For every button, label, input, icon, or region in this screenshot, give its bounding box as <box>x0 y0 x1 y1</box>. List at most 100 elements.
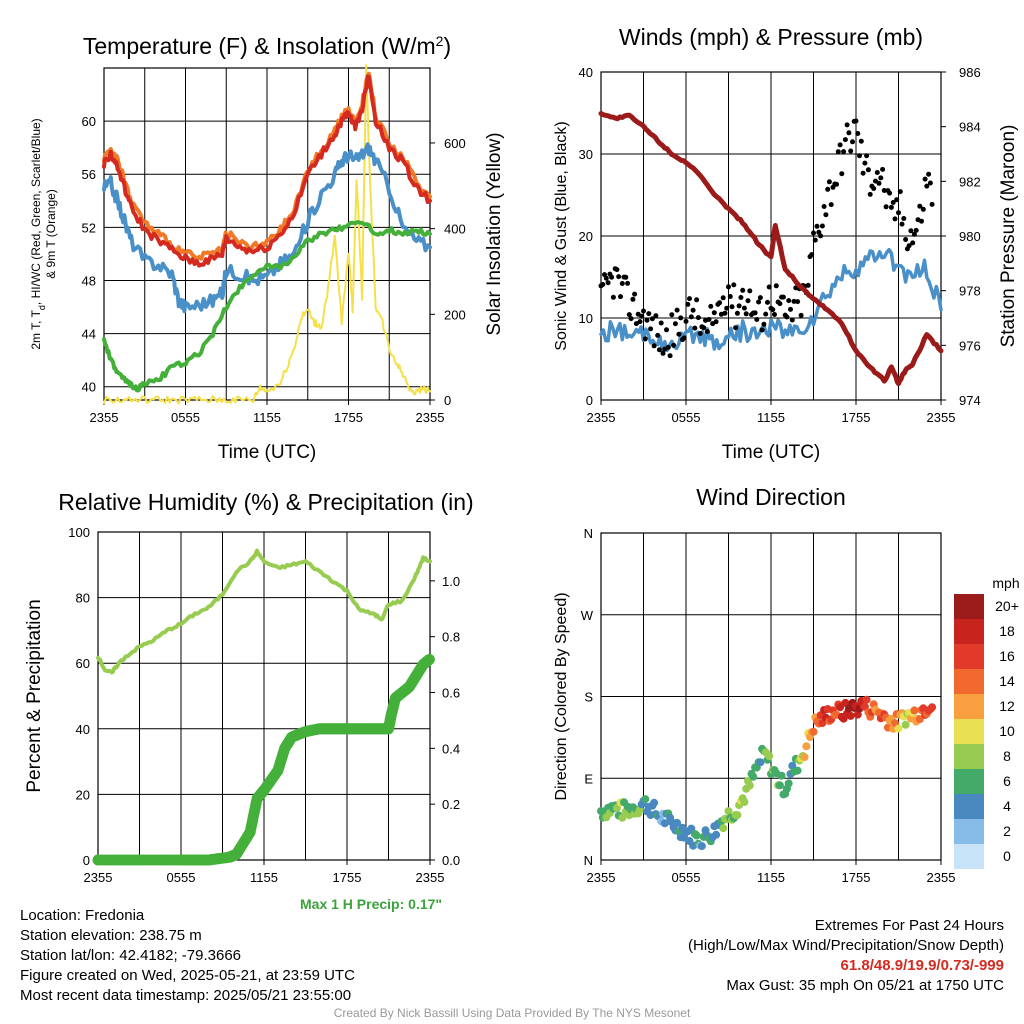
wind-direction-point <box>692 831 701 840</box>
winds-gust-point <box>757 295 763 301</box>
temperature-series-solar-insolation <box>103 64 431 405</box>
temperature-series-2m-td <box>102 220 432 393</box>
winds-gust-point <box>671 342 677 348</box>
winds-gust-point <box>853 118 859 124</box>
winds-gust-point <box>704 329 710 334</box>
winds-gust-point <box>729 304 735 310</box>
winds-gust-point <box>896 210 901 216</box>
winds-gust-point <box>676 331 682 337</box>
wind-direction-title: Wind Direction <box>696 484 846 510</box>
temperature-xtick-label: 2355 <box>90 410 119 425</box>
humidity-ylabel: Percent & Precipitation <box>24 599 45 792</box>
winds-gust-point <box>919 218 924 224</box>
winds-xtick-label: 1155 <box>757 410 785 425</box>
extremes-values: 61.8/48.9/19.9/0.73/-999 <box>840 957 1004 974</box>
winds-gust-point <box>658 320 664 326</box>
winds-gust-point <box>848 148 854 154</box>
temperature-ytick-right-label: 0 <box>444 393 451 408</box>
winds-gust-point <box>805 282 811 288</box>
winds-gust-point <box>917 203 923 209</box>
winds-gust-point <box>653 313 659 319</box>
wind-direction-colorbar-swatch <box>954 694 984 719</box>
winds-gust-point <box>897 189 903 195</box>
temperature-xtick-label: 0555 <box>171 410 200 425</box>
humidity-xtick-label: 1755 <box>333 870 362 885</box>
humidity-ytick-right-label: 1.0 <box>442 574 460 589</box>
wind-direction-point <box>650 798 659 807</box>
humidity-ytick-label: 60 <box>76 656 90 671</box>
wind-direction-point <box>800 753 809 762</box>
humidity-ytick-label: 100 <box>68 525 90 540</box>
humidity-series-rh <box>96 548 432 675</box>
winds-gust-point <box>862 160 868 166</box>
winds-gust-point <box>708 303 714 309</box>
wind-direction-point <box>712 830 721 839</box>
winds-gust-point <box>740 287 746 293</box>
winds-ytick-right-label: 976 <box>959 338 981 353</box>
winds-ylabel-right: Station Pressure (Maroon) <box>998 125 1019 348</box>
winds-gust-point <box>649 316 655 322</box>
winds-gust-point <box>736 303 742 309</box>
winds-gust-point <box>811 230 816 236</box>
winds-gust-point <box>706 317 712 322</box>
winds-gust-point <box>908 228 914 234</box>
temperature-ytick-label: 60 <box>82 114 96 129</box>
winds-gust-point <box>929 201 935 207</box>
winds-ytick-right-label: 978 <box>959 284 981 299</box>
winds-ytick-label: 10 <box>579 311 593 326</box>
winds-gust-point <box>660 350 666 356</box>
winds-xtick-label: 1755 <box>842 410 871 425</box>
winds-gust-point <box>887 190 893 196</box>
winds-gust-point <box>656 347 662 353</box>
wind-direction-colorbar-swatch <box>954 744 984 769</box>
winds-gust-point <box>926 171 932 177</box>
winds-gust-point <box>639 313 645 319</box>
humidity-ytick-right-label: 0.2 <box>442 797 460 812</box>
wind-direction-point <box>775 781 784 790</box>
winds-gust-point <box>695 315 701 321</box>
wind-direction-ylabel: Direction (Colored By Speed) <box>553 592 570 800</box>
wind-direction-colorbar-label: 4 <box>1003 798 1011 814</box>
winds-gust-point <box>614 267 620 273</box>
winds-gust-point <box>828 202 834 208</box>
winds-gust-point <box>722 310 728 316</box>
location-text: Location: Fredonia <box>20 907 145 924</box>
winds-gust-point <box>826 179 832 185</box>
winds-gust-point <box>850 139 855 145</box>
wind-direction-ytick-label: W <box>581 608 594 623</box>
wind-direction-point <box>660 819 669 828</box>
wind-direction-point <box>740 798 749 806</box>
winds-gust-point <box>844 122 850 128</box>
winds-series-sonic-wind <box>599 247 943 354</box>
winds-gust-point <box>756 299 762 305</box>
wind-direction-point <box>641 795 650 804</box>
winds-gust-point <box>610 294 616 300</box>
winds-gust-point <box>763 311 769 317</box>
winds-gust-point <box>911 231 917 237</box>
wind-direction-point <box>915 715 924 724</box>
winds-gust-point <box>857 153 862 159</box>
winds-gust-point <box>669 312 675 318</box>
winds-gust-point <box>809 252 815 258</box>
winds-gust-point <box>655 332 661 338</box>
winds-gust-point <box>644 317 650 323</box>
winds-gust-point <box>871 186 877 191</box>
humidity-xtick-label: 0555 <box>167 870 196 885</box>
winds-gust-point <box>667 353 673 359</box>
temperature-ylabel: 2m T, Td, HI/WC (Red, Green, Scarlet/Blu… <box>29 118 47 349</box>
winds-gust-point <box>881 188 887 193</box>
winds-gust-point <box>795 299 801 305</box>
wind-direction-point <box>777 771 786 780</box>
winds-ytick-label: 40 <box>579 65 593 80</box>
winds-gust-point <box>864 153 870 159</box>
winds-ytick-label: 20 <box>579 229 593 244</box>
winds-gust-point <box>619 281 625 286</box>
winds-gust-point <box>766 284 772 290</box>
winds-gust-point <box>913 227 919 233</box>
temperature-series-9m-t <box>102 71 432 262</box>
winds-gust-point <box>741 305 747 311</box>
created-text: Figure created on Wed, 2025-05-21, at 23… <box>20 967 355 984</box>
winds-gust-point <box>648 326 654 332</box>
humidity-precip-point <box>423 654 435 665</box>
